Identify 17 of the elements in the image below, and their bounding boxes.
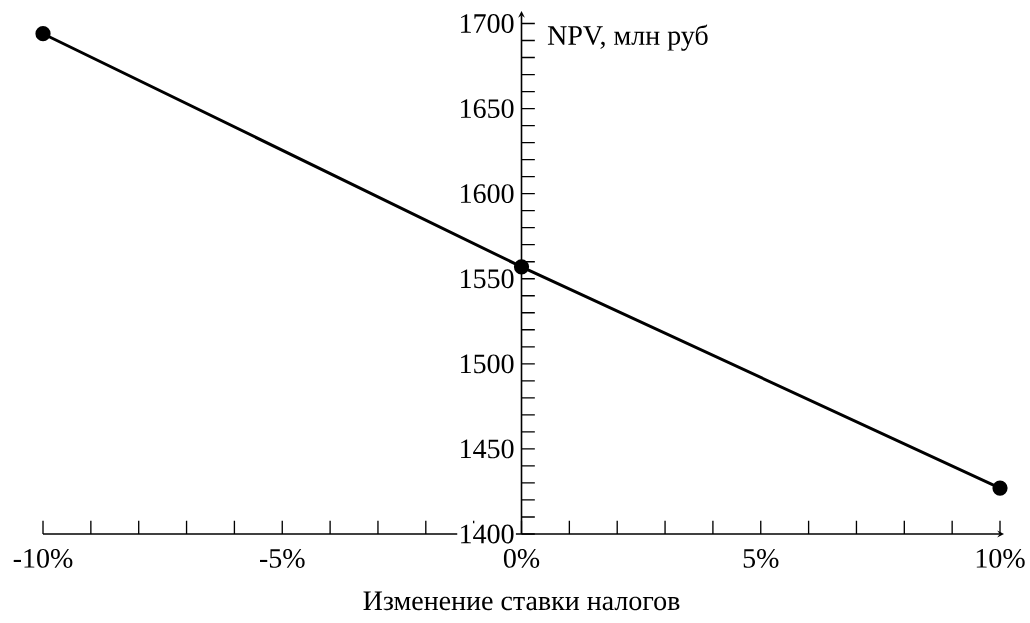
- y-tick-label: 1550: [461, 269, 514, 289]
- y-tick-label: 1700: [461, 14, 514, 33]
- y-tick-label: 1650: [461, 99, 514, 119]
- point: [513, 259, 530, 275]
- x-tick-label: 5%: [743, 548, 779, 568]
- x-axis-title: Изменение ставки налогов: [363, 591, 680, 611]
- x-tick-label: 10%: [976, 548, 1025, 568]
- x-tick-label: 0%: [503, 548, 540, 568]
- x-tick-label: -5%: [259, 548, 305, 568]
- y-tick-label: 1400: [461, 524, 514, 544]
- y-tick-label: 1450: [461, 439, 514, 459]
- y-axis-title: NPV, млн руб: [547, 24, 708, 51]
- point: [35, 26, 51, 42]
- y-tick-label: 1500: [461, 354, 514, 374]
- x-tick-label: -10%: [13, 548, 73, 568]
- y-tick-label: 1600: [461, 184, 514, 204]
- point: [992, 480, 1008, 496]
